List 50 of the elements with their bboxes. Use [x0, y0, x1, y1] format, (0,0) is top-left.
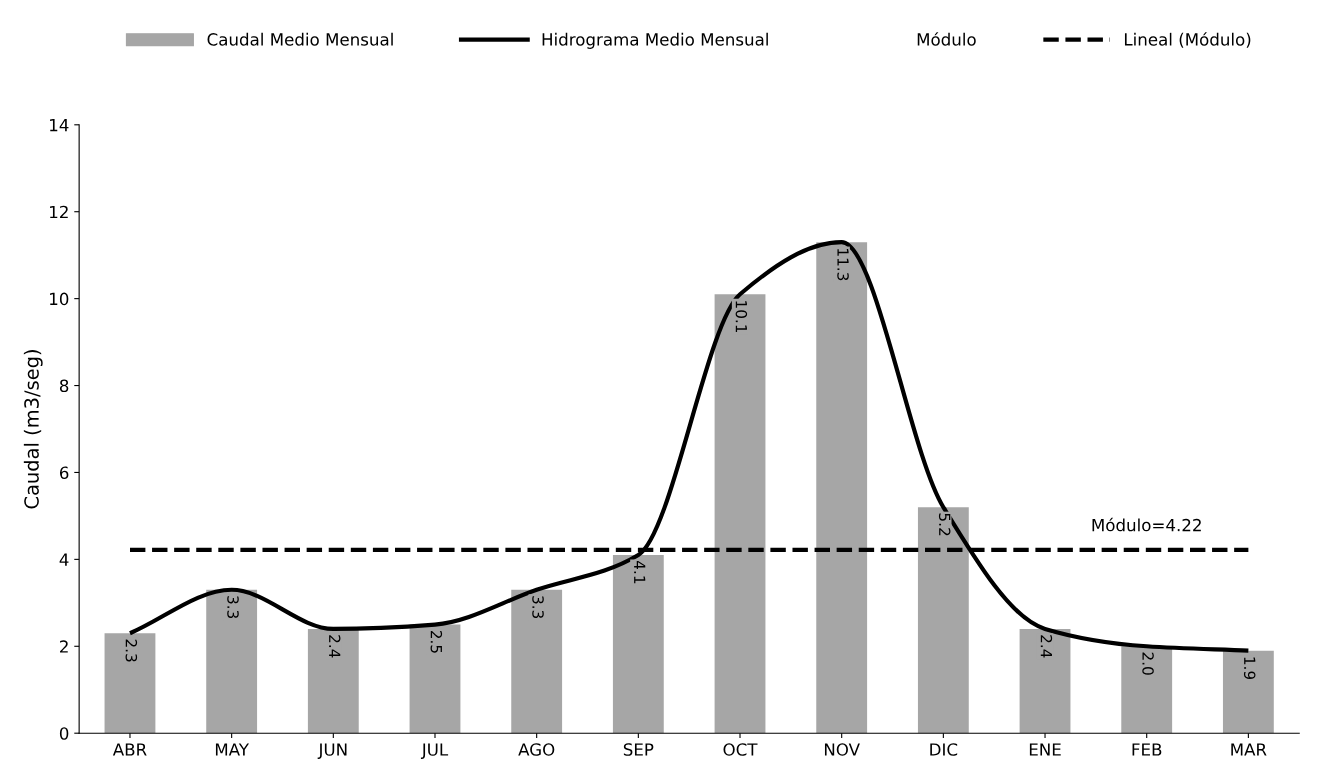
bar	[1019, 628, 1071, 734]
bar	[307, 628, 359, 734]
data-label: 5.2	[938, 513, 951, 536]
data-label: 3.3	[227, 596, 239, 619]
x-tick-label: ABR	[112, 743, 147, 756]
legend-label: Caudal Medio Mensual	[207, 32, 393, 46]
data-label: 2.4	[329, 635, 341, 658]
bar	[714, 294, 766, 734]
data-label: 3.3	[532, 596, 544, 619]
data-label: 1.9	[1243, 657, 1256, 680]
x-tick-label: ENE	[1029, 743, 1061, 756]
y-tick-label: 10	[50, 292, 69, 306]
data-label: 2.0	[1142, 652, 1154, 675]
y-tick-label: 0	[59, 727, 69, 740]
bar	[1222, 650, 1274, 734]
bar	[1121, 646, 1173, 734]
bar	[816, 242, 868, 734]
data-label: 4.1	[634, 560, 646, 584]
bar	[612, 555, 664, 734]
x-tick-label: MAY	[215, 743, 250, 756]
y-tick-label: 6	[59, 466, 69, 480]
data-label: 10.1	[735, 301, 748, 333]
x-tick-label: SEP	[623, 743, 654, 756]
x-tick-label: FEB	[1132, 743, 1162, 756]
legend-label: Lineal (Módulo)	[1124, 32, 1251, 48]
data-label: 2.4	[1040, 635, 1053, 658]
x-tick-label: DIC	[930, 743, 958, 756]
annotation: Módulo=4.22	[1092, 517, 1201, 532]
x-tick-label: JUN	[317, 743, 347, 759]
x-tick-label: AGO	[518, 743, 555, 756]
y-tick-label: 2	[60, 640, 68, 653]
x-tick-label: NOV	[824, 743, 860, 756]
y-tick-label: 8	[59, 379, 69, 393]
bar	[511, 589, 563, 734]
bar	[206, 589, 258, 734]
data-label: 2.3	[125, 639, 138, 662]
data-label: 11.3	[837, 249, 849, 281]
bar	[104, 633, 156, 734]
x-tick-label: MAR	[1231, 743, 1267, 756]
y-tick-label: 14	[50, 118, 69, 132]
legend-label: Hidrograma Medio Mensual	[542, 32, 768, 49]
bar	[409, 624, 461, 734]
y-tick-label: 12	[50, 205, 68, 219]
text: Módulo	[917, 32, 976, 46]
data-label: 2.5	[430, 630, 443, 653]
y-tick-label: 4	[59, 553, 69, 566]
y-axis-title: Caudal (m3/seg)	[23, 350, 43, 509]
x-tick-label: JUL	[420, 743, 449, 759]
bar	[917, 507, 969, 734]
x-tick-label: OCT	[723, 743, 758, 756]
